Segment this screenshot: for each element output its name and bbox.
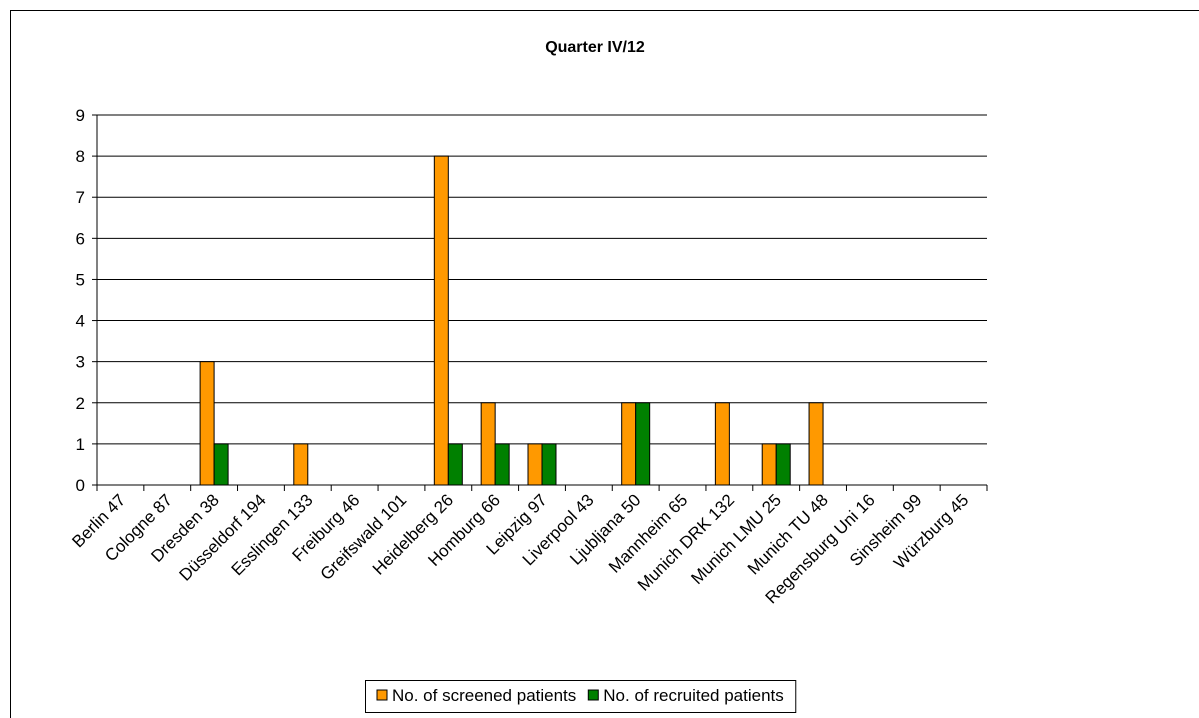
legend-box xyxy=(365,680,797,713)
legend-swatch xyxy=(587,689,599,701)
bar xyxy=(775,443,791,486)
y-tick-label: 8 xyxy=(76,147,85,166)
bar xyxy=(527,443,543,486)
y-tick-label: 3 xyxy=(76,353,85,372)
bar xyxy=(635,402,651,486)
bar xyxy=(433,155,449,486)
bar xyxy=(714,402,730,486)
chart-title: Quarter IV/12 xyxy=(545,39,645,56)
y-tick-label: 1 xyxy=(76,435,85,454)
y-tick-label: 6 xyxy=(76,229,85,248)
bar xyxy=(541,443,557,486)
bar xyxy=(808,402,824,486)
legend-label: No. of recruited patients xyxy=(603,686,783,705)
y-tick-label: 2 xyxy=(76,394,85,413)
y-tick-label: 4 xyxy=(76,312,85,331)
y-tick-label: 9 xyxy=(76,106,85,125)
y-tick-label: 5 xyxy=(76,270,85,289)
y-tick-label: 0 xyxy=(76,476,85,495)
y-tick-label: 7 xyxy=(76,188,85,207)
legend-swatch xyxy=(376,689,388,701)
bar xyxy=(199,361,215,486)
bar xyxy=(447,443,463,486)
legend-label: No. of screened patients xyxy=(392,686,576,705)
bar xyxy=(293,443,309,486)
chart-frame xyxy=(10,10,1199,718)
bar xyxy=(621,402,637,486)
bar xyxy=(494,443,510,486)
bar xyxy=(480,402,496,486)
bar xyxy=(761,443,777,486)
bar xyxy=(213,443,229,486)
legend: No. of screened patients No. of recruited… xyxy=(365,680,797,713)
